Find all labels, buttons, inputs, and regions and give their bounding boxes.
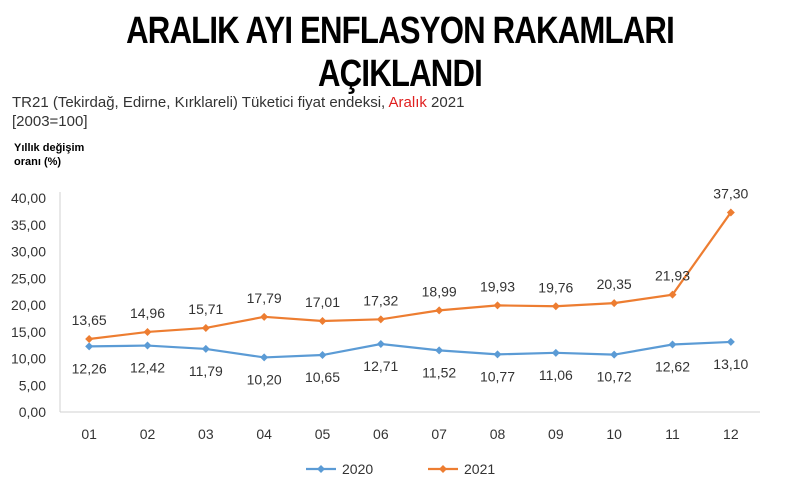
data-point-2020 [318, 351, 327, 360]
series-layer [85, 208, 735, 362]
data-point-2021 [551, 302, 560, 311]
legend: 2020 2021 [306, 461, 495, 477]
data-label-2020: 12,62 [655, 358, 690, 374]
data-labels: 12,26 12,42 11,79 10,20 10,65 12,71 11,52 10,77… [72, 185, 749, 387]
data-label-2021: 21,93 [655, 268, 690, 284]
data-label-2021: 17,32 [363, 292, 398, 308]
data-point-2020 [493, 350, 502, 359]
data-point-2020 [201, 344, 210, 353]
data-label-2020: 11,79 [189, 363, 223, 379]
legend-label-2021: 2021 [464, 461, 495, 477]
y-tick-label: 35,00 [11, 217, 46, 233]
chart-title-month: Aralık [388, 94, 427, 111]
data-label-2021: 19,76 [538, 279, 573, 295]
data-label-2021: 15,71 [188, 301, 223, 317]
data-point-2021 [610, 299, 619, 308]
series-line-2021 [89, 211, 732, 341]
legend-marker-2020 [317, 465, 325, 473]
data-point-2021 [201, 323, 210, 332]
data-point-2021 [493, 301, 502, 310]
x-tick-label: 02 [140, 426, 156, 442]
data-point-2021 [668, 290, 677, 299]
y-tick-label: 20,00 [11, 297, 46, 313]
data-label-2020: 11,52 [422, 364, 456, 380]
data-point-2020 [143, 341, 152, 350]
data-label-2021: 37,30 [713, 185, 748, 201]
y-tick-label: 0,00 [19, 404, 46, 420]
y-tick-label: 30,00 [11, 244, 46, 260]
data-point-2020 [668, 340, 677, 349]
data-point-2021 [376, 315, 385, 324]
data-point-2020 [610, 350, 619, 359]
x-tick-label: 12 [723, 426, 739, 442]
data-label-2020: 12,26 [72, 360, 107, 376]
chart-title: TR21 (Tekirdağ, Edirne, Kırklareli) Tüke… [12, 93, 464, 112]
x-tick-label: 11 [665, 426, 680, 442]
y-tick-label: 15,00 [11, 324, 46, 340]
x-tick-label: 06 [373, 426, 389, 442]
y-axis-label: Yıllık değişim oranı (%) [14, 142, 85, 168]
legend-marker-2021 [439, 465, 447, 473]
chart-base-note: [2003=100] [12, 113, 88, 130]
data-label-2020: 11,06 [539, 367, 573, 383]
data-label-2020: 12,71 [363, 358, 398, 374]
x-tick-label: 05 [315, 426, 331, 442]
data-label-2020: 10,77 [480, 368, 515, 384]
chart-title-suffix: 2021 [426, 94, 465, 111]
y-tick-label: 10,00 [11, 351, 46, 367]
data-point-2020 [726, 337, 735, 346]
data-label-2020: 13,10 [713, 356, 748, 372]
data-point-2021 [435, 306, 444, 315]
data-point-2021 [143, 327, 152, 336]
headline: ARALIK AYI ENFLASYON RAKAMLARI AÇIKLANDI [126, 10, 675, 95]
data-point-2021 [260, 312, 269, 321]
data-label-2021: 13,65 [72, 312, 107, 328]
x-tick-label: 09 [548, 426, 564, 442]
data-point-2020 [260, 353, 269, 362]
data-label-2020: 10,20 [247, 371, 282, 387]
x-tick-label: 01 [81, 426, 97, 442]
y-axis-ticks: 0,00 5,00 10,00 15,00 20,00 25,00 30,00 35,00 40… [11, 190, 46, 420]
data-point-2020 [376, 340, 385, 349]
x-tick-label: 03 [198, 426, 214, 442]
y-tick-label: 40,00 [11, 190, 46, 206]
legend-label-2020: 2020 [342, 461, 373, 477]
data-label-2021: 14,96 [130, 305, 165, 321]
data-label-2020: 10,72 [597, 369, 632, 385]
data-point-2020 [551, 348, 560, 357]
data-label-2021: 17,01 [305, 294, 340, 310]
x-tick-label: 08 [490, 426, 506, 442]
axes [59, 192, 760, 413]
data-point-2021 [726, 208, 735, 217]
data-label-2021: 18,99 [422, 283, 457, 299]
data-label-2021: 17,79 [247, 290, 282, 306]
data-point-2021 [318, 316, 327, 325]
x-tick-label: 10 [606, 426, 622, 442]
x-axis-ticks: 01 02 03 04 05 06 07 08 09 10 11 12 [81, 426, 738, 442]
x-tick-label: 07 [431, 426, 447, 442]
data-label-2020: 12,42 [130, 360, 165, 376]
data-point-2021 [85, 334, 94, 343]
series-line-2020 [89, 340, 731, 359]
data-label-2021: 19,93 [480, 278, 515, 294]
y-tick-label: 25,00 [11, 270, 46, 286]
chart-title-prefix: TR21 (Tekirdağ, Edirne, Kırklareli) Tüke… [12, 94, 389, 111]
data-label-2021: 20,35 [597, 276, 632, 292]
data-point-2020 [85, 342, 94, 351]
x-tick-label: 04 [256, 426, 272, 442]
data-point-2020 [435, 346, 444, 355]
y-tick-label: 5,00 [19, 377, 46, 393]
data-label-2020: 10,65 [305, 369, 340, 385]
